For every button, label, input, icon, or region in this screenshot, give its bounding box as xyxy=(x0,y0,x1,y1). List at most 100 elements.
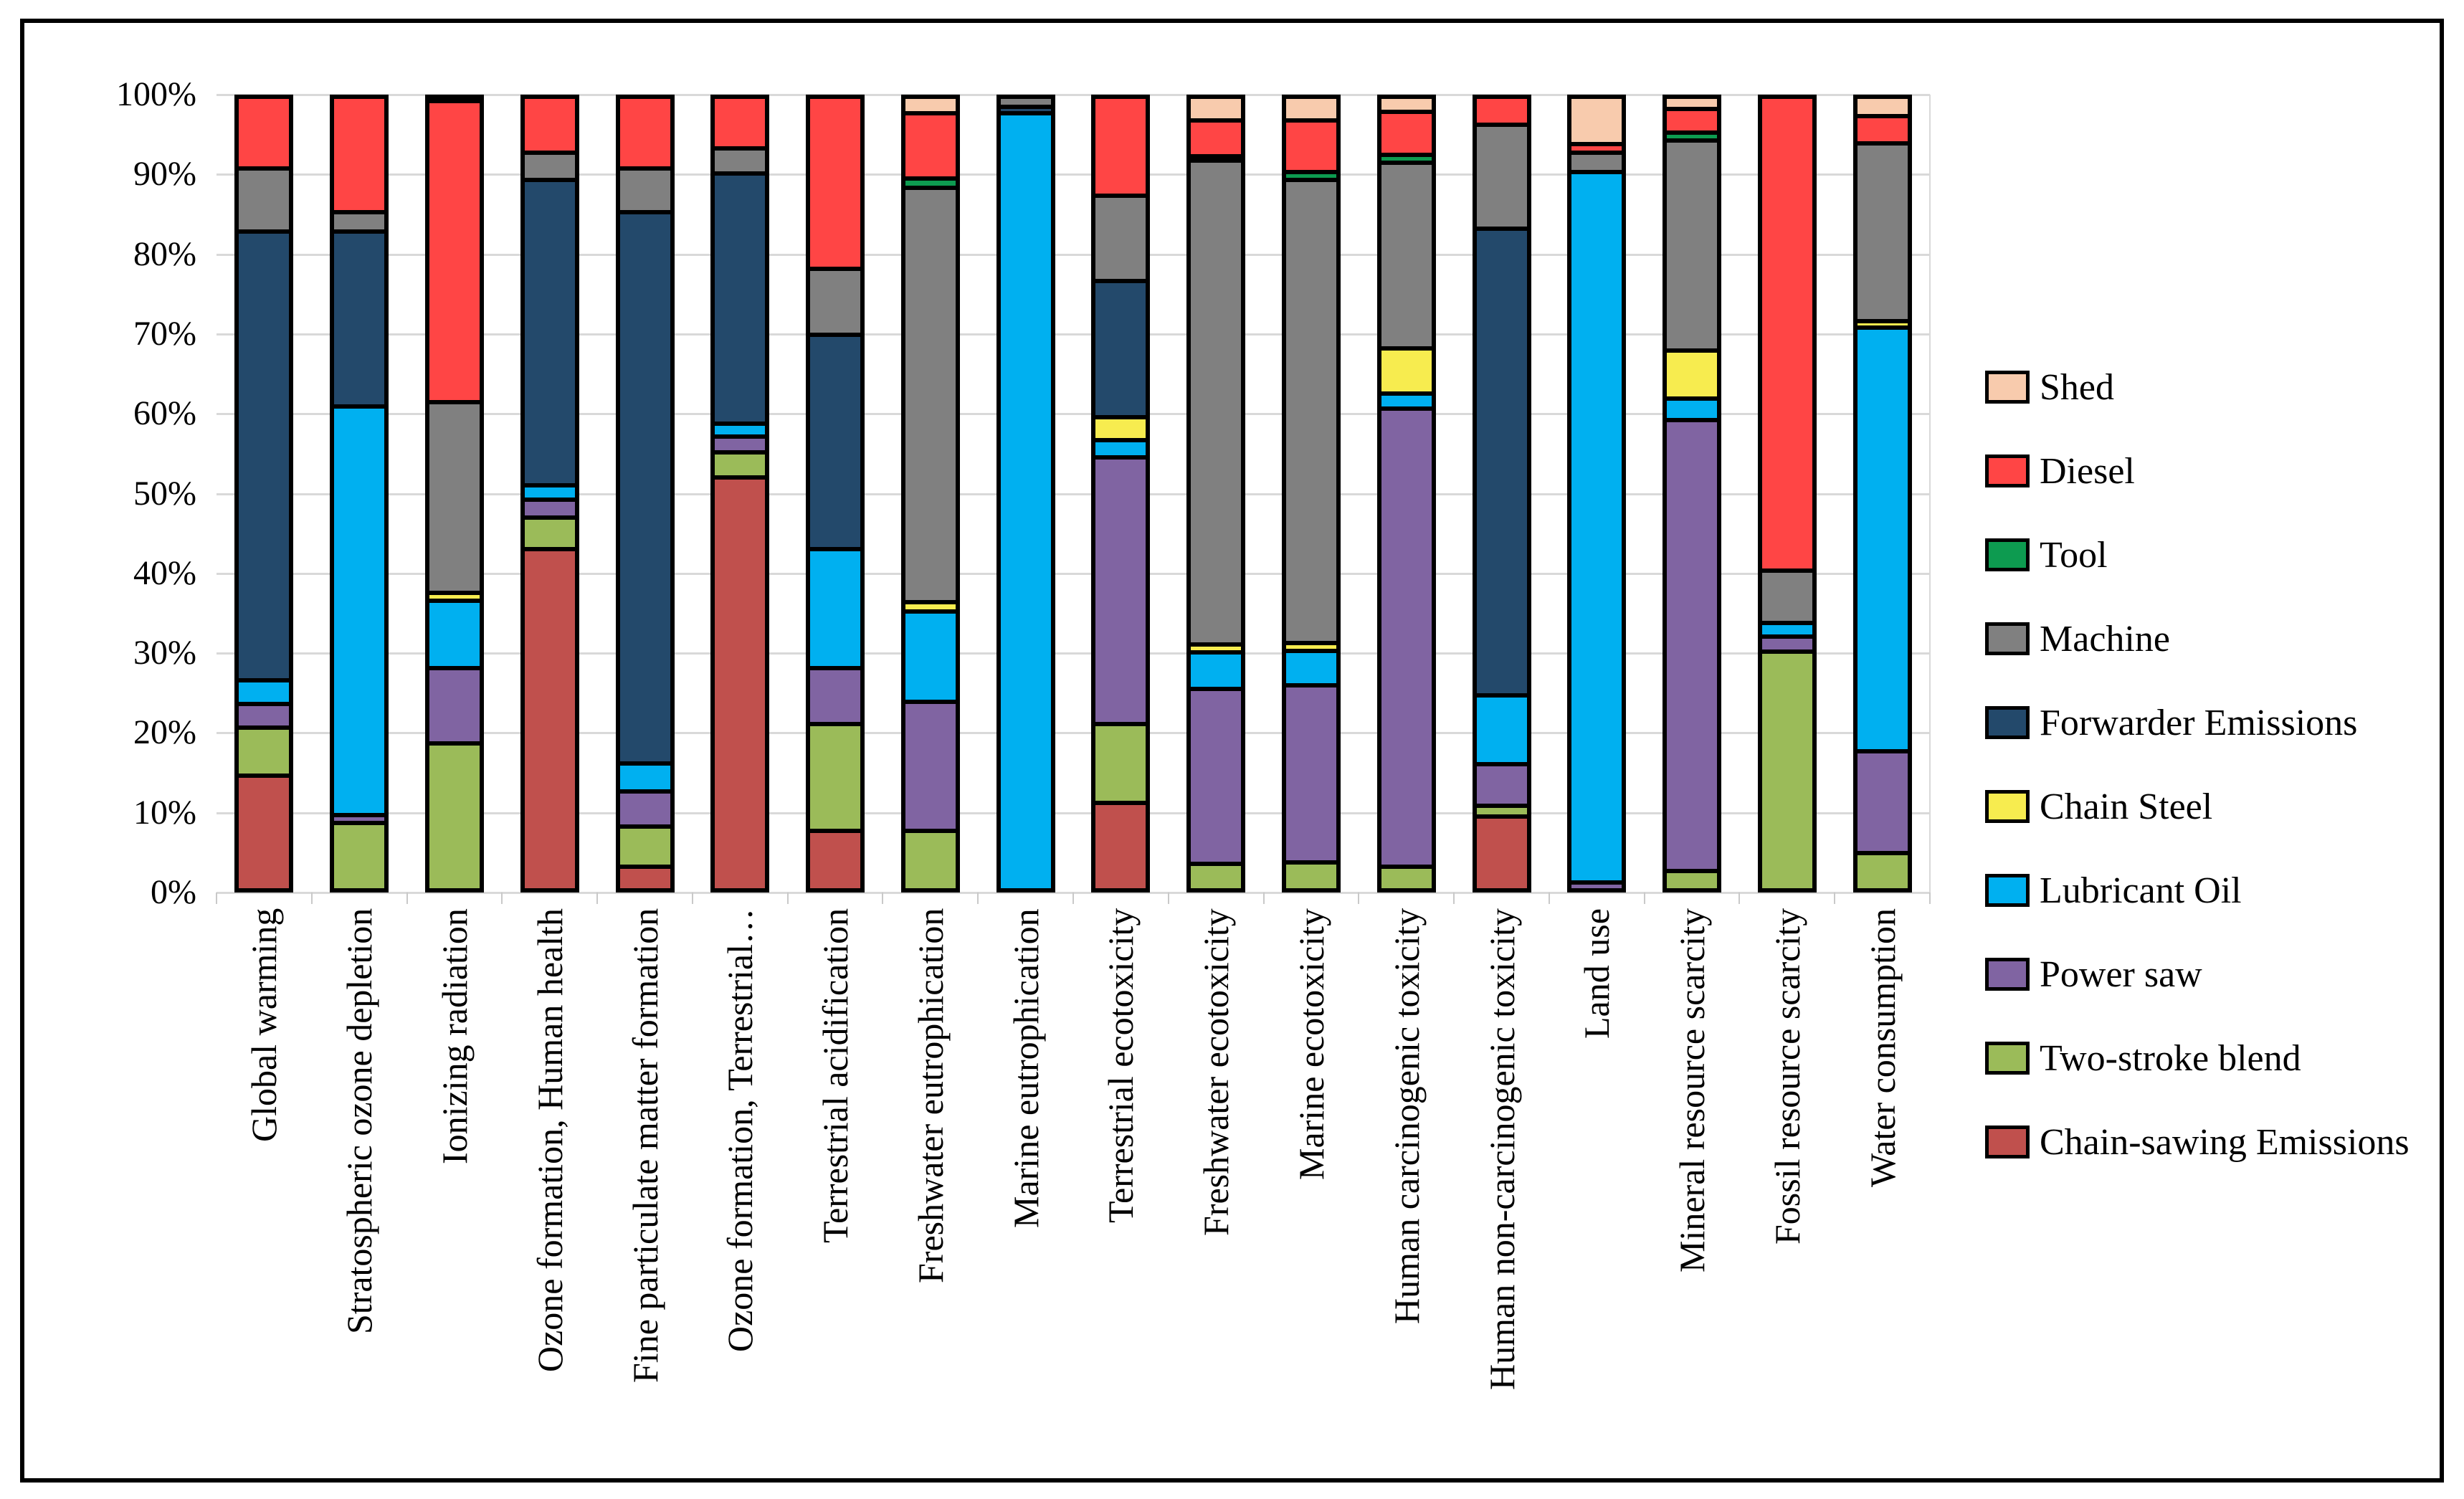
legend-label: Power saw xyxy=(2040,953,2202,995)
bar-segment-shed xyxy=(1283,97,1338,121)
bar-segment-shed xyxy=(1189,96,1244,120)
bar-segment-chain-sawing-emissions xyxy=(237,775,292,890)
bar-mineral-resource-scarcity xyxy=(1663,95,1722,893)
x-label-marine-ecotoxicity: Marine ecotoxicity xyxy=(1290,908,1331,1181)
x-label-fine-particulate-matter-formation: Fine particulate matter formation xyxy=(624,908,665,1384)
legend-item-power-saw: Power saw xyxy=(1985,953,2410,996)
bar-segment-diesel xyxy=(1093,97,1148,196)
legend-swatch-icon xyxy=(1985,1126,2030,1158)
bar-segment-power-saw xyxy=(332,814,387,823)
bar-segment-power-saw xyxy=(1474,764,1529,806)
bar-water-consumption xyxy=(1852,95,1912,893)
x-label-water-consumption: Water consumption xyxy=(1862,908,1903,1187)
bar-segment-forwarder-emissions xyxy=(808,335,863,550)
bar-segment-power-saw xyxy=(808,668,863,724)
x-label-marine-eutrophication: Marine eutrophication xyxy=(1005,908,1046,1228)
bar-segment-lubricant-oil xyxy=(1189,652,1244,689)
gridline xyxy=(217,652,1930,655)
bar-land-use xyxy=(1567,95,1627,893)
x-label-freshwater-eutrophication: Freshwater eutrophication xyxy=(910,908,951,1284)
legend-swatch-icon xyxy=(1985,622,2030,655)
bar-segment-power-saw xyxy=(713,436,768,452)
bar-segment-power-saw xyxy=(1189,688,1244,865)
gridline xyxy=(217,572,1930,575)
bar-segment-diesel xyxy=(713,97,768,148)
category-tick xyxy=(596,893,599,904)
bar-segment-diesel xyxy=(1569,144,1625,153)
legend-swatch-icon xyxy=(1985,1042,2030,1075)
bar-segment-machine xyxy=(1189,160,1244,644)
bar-segment-two-stroke-blend xyxy=(1759,651,1814,890)
legend-item-lubricant-oil: Lubricant Oil xyxy=(1985,869,2410,912)
legend-label: Shed xyxy=(2040,366,2114,408)
legend-label: Forwarder Emissions xyxy=(2040,702,2358,743)
x-label-stratospheric-ozone-depletion: Stratospheric ozone depletion xyxy=(339,908,380,1335)
bar-segment-tool xyxy=(1189,156,1244,161)
bar-segment-diesel xyxy=(1759,97,1814,571)
bar-segment-tool xyxy=(1379,154,1434,163)
bar-segment-machine xyxy=(1759,570,1814,623)
bar-segment-forwarder-emissions xyxy=(617,211,672,763)
y-tick-label: 0% xyxy=(151,873,196,911)
x-label-land-use: Land use xyxy=(1576,908,1617,1039)
category-tick xyxy=(1834,893,1836,904)
bar-segment-two-stroke-blend xyxy=(427,743,482,890)
bar-ozone-formation-human-health xyxy=(520,95,579,893)
chart-frame: 100% 90% 80% 70% 60% 50% 40% 30% 20% 10% 0% Global… xyxy=(20,19,2444,1483)
bar-segment-chain-sawing-emissions xyxy=(1093,803,1148,890)
category-tick xyxy=(1453,893,1455,904)
legend-label: Diesel xyxy=(2040,450,2135,492)
bar-segment-two-stroke-blend xyxy=(808,723,863,831)
x-label-fossil-resource-scarcity: Fossil resource scarcity xyxy=(1766,908,1807,1245)
category-tick xyxy=(406,893,408,904)
legend-item-chain-steel: Chain Steel xyxy=(1985,785,2410,828)
bar-segment-chain-sawing-emissions xyxy=(522,549,577,890)
bar-segment-lubricant-oil xyxy=(1474,695,1529,765)
category-tick xyxy=(1358,893,1360,904)
bar-segment-power-saw xyxy=(522,500,577,518)
gridline xyxy=(217,812,1930,814)
category-tick xyxy=(1262,893,1265,904)
bar-segment-two-stroke-blend xyxy=(1474,805,1529,817)
gridline xyxy=(217,94,1930,96)
bar-segment-forwarder-emissions xyxy=(1093,280,1148,418)
bar-segment-two-stroke-blend xyxy=(903,830,958,890)
bar-marine-eutrophication xyxy=(996,95,1055,893)
x-label-ionizing-radiation: Ionizing radiation xyxy=(434,908,475,1164)
bar-segment-power-saw xyxy=(1759,636,1814,652)
bar-segment-machine xyxy=(1855,143,1910,322)
category-tick xyxy=(216,893,217,904)
bar-segment-two-stroke-blend xyxy=(1379,866,1434,890)
bar-segment-chain-steel xyxy=(427,592,482,601)
category-tick xyxy=(1167,893,1169,904)
y-tick-label: 10% xyxy=(133,793,196,832)
bar-segment-shed xyxy=(1379,97,1434,113)
bar-segment-lubricant-oil xyxy=(1759,622,1814,637)
bar-segment-shed xyxy=(1855,97,1910,116)
plot-area xyxy=(216,94,1931,904)
y-tick-label: 80% xyxy=(133,234,196,273)
bar-fine-particulate-matter-formation xyxy=(615,95,675,893)
bar-segment-machine xyxy=(903,188,958,603)
bar-segment-lubricant-oil xyxy=(1379,394,1434,409)
gridline xyxy=(217,492,1930,495)
bar-global-warming xyxy=(234,95,294,893)
category-tick xyxy=(1643,893,1645,904)
category-tick xyxy=(691,893,693,904)
bar-segment-machine xyxy=(998,97,1053,108)
legend-item-forwarder-emissions: Forwarder Emissions xyxy=(1985,701,2410,744)
category-tick xyxy=(1929,893,1931,904)
bar-segment-diesel xyxy=(808,97,863,270)
bar-segment-lubricant-oil xyxy=(903,612,958,702)
bar-segment-chain-steel xyxy=(1189,644,1244,652)
gridline xyxy=(217,732,1930,735)
bar-segment-machine xyxy=(332,211,387,232)
bar-segment-two-stroke-blend xyxy=(617,827,672,867)
bar-segment-chain-sawing-emissions xyxy=(617,866,672,890)
bar-freshwater-eutrophication xyxy=(900,95,960,893)
bar-segment-diesel xyxy=(1855,115,1910,144)
bar-segment-machine xyxy=(1093,196,1148,281)
bar-human-carcinogenic-toxicity xyxy=(1376,95,1436,893)
bar-segment-power-saw xyxy=(903,701,958,831)
bar-segment-chain-steel xyxy=(1379,348,1434,394)
